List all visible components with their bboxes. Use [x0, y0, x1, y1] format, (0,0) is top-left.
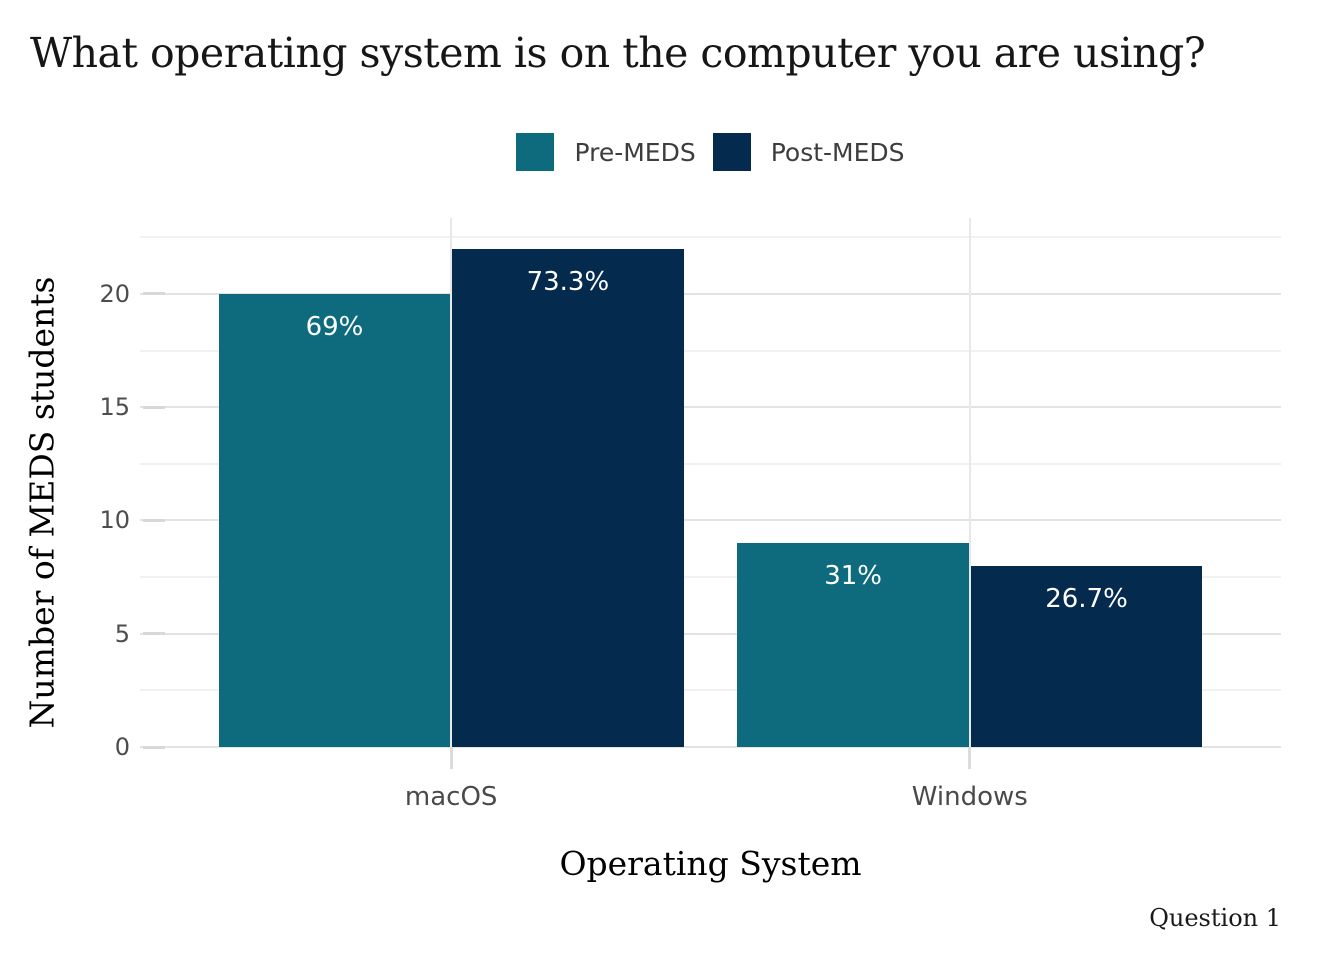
gridline-vertical-windows — [968, 218, 971, 747]
chart-title: What operating system is on the computer… — [30, 29, 1206, 77]
x-tick-label-windows: Windows — [911, 782, 1028, 812]
x-axis-title: Operating System — [559, 844, 862, 883]
y-tick-mark — [143, 745, 165, 749]
bar-macos-post-meds — [452, 248, 684, 747]
gridline-major — [140, 406, 1281, 409]
x-tick-mark — [968, 747, 972, 769]
bar-value-label: 73.3% — [526, 266, 610, 297]
legend-item-pre-meds: Pre-MEDS — [516, 133, 696, 171]
bar-value-label: 31% — [824, 561, 883, 592]
y-tick-label: 0 — [114, 733, 130, 761]
bar-windows-post-meds — [970, 565, 1203, 747]
y-tick-mark — [143, 632, 165, 636]
gridline-minor — [140, 689, 1281, 692]
post-meds-swatch-icon — [712, 133, 751, 171]
gridline-major — [140, 519, 1281, 522]
x-tick-label-macos: macOS — [404, 782, 498, 812]
gridline-minor — [140, 462, 1281, 465]
x-tick-mark — [449, 747, 453, 769]
bar-value-label: 69% — [305, 311, 364, 342]
gridline-major — [140, 632, 1281, 635]
gridline-minor — [140, 236, 1281, 239]
legend: Pre-MEDS Post-MEDS — [140, 133, 1281, 171]
legend-item-post-meds: Post-MEDS — [712, 133, 905, 171]
y-tick-mark — [143, 518, 165, 522]
bar-macos-pre-meds — [218, 293, 451, 747]
gridline-major — [140, 292, 1281, 295]
y-tick-mark — [143, 405, 165, 409]
bar-value-label: 26.7% — [1045, 583, 1128, 614]
y-axis-title: Number of MEDS students — [22, 276, 62, 729]
y-tick-mark — [143, 292, 165, 296]
gridline-minor — [140, 349, 1281, 352]
y-tick-label: 5 — [114, 619, 130, 648]
legend-label-pre-meds: Pre-MEDS — [574, 137, 696, 167]
caption: Question 1 — [1149, 904, 1281, 932]
pre-meds-swatch-icon — [516, 133, 555, 171]
gridline-vertical-macos — [450, 218, 453, 747]
gridline-minor — [140, 576, 1281, 579]
bar-windows-pre-meds — [737, 543, 969, 747]
y-tick-label: 20 — [99, 279, 130, 308]
legend-label-post-meds: Post-MEDS — [770, 137, 905, 167]
y-tick-label: 15 — [99, 393, 130, 422]
plot-area: 69% 73.3% 31% 26.7% — [140, 218, 1281, 748]
gridline-major — [140, 746, 1281, 748]
y-tick-label: 10 — [99, 506, 130, 535]
